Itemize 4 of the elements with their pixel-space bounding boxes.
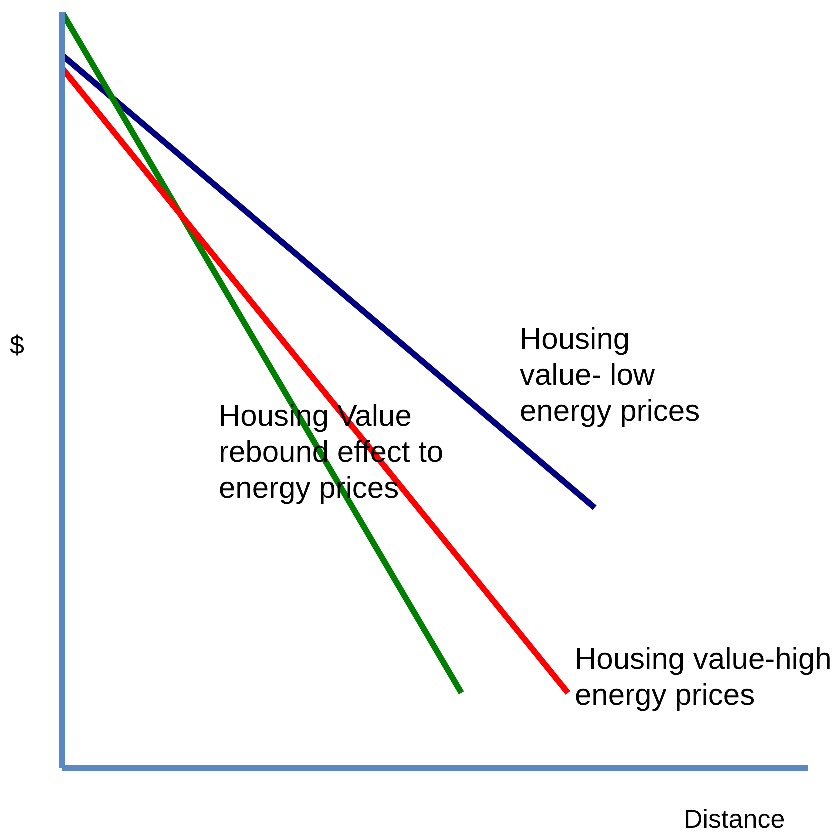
y-axis-title: $ bbox=[10, 330, 24, 361]
x-axis-title: Distance bbox=[684, 804, 786, 835]
series-label: Housing value-high energy prices bbox=[575, 642, 833, 714]
series-label: Housing value- low energy prices bbox=[520, 322, 702, 430]
